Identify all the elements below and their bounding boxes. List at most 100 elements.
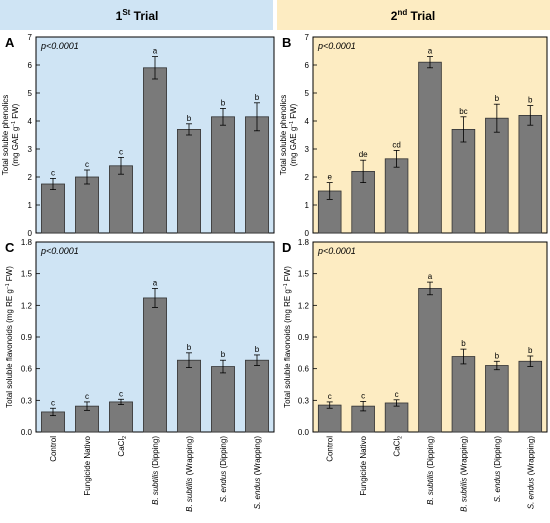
y-tick-label: 1.8 [298,238,310,247]
significance-letter: b [221,98,226,107]
y-tick-label: 2 [305,173,310,182]
y-tick-label: 5 [28,89,33,98]
bar [245,116,269,234]
p-value-label: p<0.0001 [40,41,79,51]
significance-letter: c [51,168,55,177]
category-label: B. subtilis (Wrapping) [459,436,468,512]
y-tick-label: 1.5 [298,270,310,279]
significance-letter: c [85,160,89,169]
bar [245,359,269,433]
y-tick-label: 0.0 [21,428,33,437]
y-tick-label: 5 [305,89,310,98]
bar [75,176,99,234]
significance-letter: c [85,392,89,401]
panel-c: 0.0 0.3 0.6 0.9 1.2 1.5 1.8 C p<0.0001 Total solu… [5,238,275,437]
significance-letter: c [395,390,399,399]
y-tick-label: 1 [28,201,33,210]
bar [418,61,442,234]
bar [143,67,167,234]
category-label: CaCl2 [117,436,128,457]
bar [211,116,235,234]
y-axis-label: Total soluble flavonoids (mg RE g−1 FW) [5,266,14,408]
significance-letter: a [428,47,433,56]
significance-letter: c [119,147,123,156]
category-label: S. endus (Dipping) [219,436,228,503]
panel-d: 0.0 0.3 0.6 0.9 1.2 1.5 1.8 D p<0.0001 Total solu… [282,238,548,437]
y-tick-label: 6 [305,61,310,70]
y-tick-label: 0 [305,229,310,238]
category-label: Control [49,436,58,462]
significance-letter: b [187,114,192,123]
panels-group: 0 1 2 3 4 5 6 7 A p<0.0001 Total soluble phenolics… [1,33,548,437]
bar [41,183,65,234]
bar [384,402,409,433]
significance-letter: cd [392,140,400,149]
y-tick-label: 1 [305,201,310,210]
p-value-label: p<0.0001 [317,41,356,51]
category-label: S. endus (Wrapping) [526,436,535,510]
bar [211,366,235,433]
y-tick-label: 1.2 [21,301,33,310]
category-label: B. subtilis (Dipping) [151,436,160,505]
bar [518,360,543,433]
y-tick-label: 0.3 [21,396,33,405]
y-axis-label: Total soluble flavonoids (mg RE g−1 FW) [283,266,292,408]
p-value-label: p<0.0001 [40,246,79,256]
trial1-header-banner [0,0,273,30]
panel-letter: D [282,240,291,255]
trial1-header: 1St Trial [116,8,159,23]
y-tick-label: 0 [28,229,33,238]
significance-letter: c [361,391,365,400]
y-tick-label: 1.8 [21,238,33,247]
y-tick-label: 1.2 [298,301,310,310]
y-tick-label: 3 [28,145,33,154]
category-label: B. subtilis (Dipping) [426,436,435,505]
significance-letter: b [221,350,226,359]
panel-letter: B [282,35,291,50]
significance-letter: b [495,351,500,360]
significance-letter: c [328,392,332,401]
y-tick-label: 0.6 [298,365,310,374]
significance-letter: a [428,272,433,281]
panel-letter: A [5,35,15,50]
y-axis-label: Total soluble phenolics(mg GAE g−1 FW) [279,95,298,176]
y-tick-label: 0.6 [21,365,33,374]
y-tick-label: 6 [28,61,33,70]
y-tick-label: 0.9 [21,333,33,342]
trial2-header: 2nd Trial [391,8,435,23]
panel-a: 0 1 2 3 4 5 6 7 A p<0.0001 Total soluble phenolics… [1,33,275,238]
bar [418,288,442,433]
y-tick-label: 3 [305,145,310,154]
category-label: Fungicide Nativo [83,435,92,495]
y-tick-label: 0.9 [298,333,310,342]
trial2-header-banner [277,0,550,30]
category-label: CaCl2 [393,436,404,457]
y-tick-label: 7 [305,33,310,42]
y-tick-label: 2 [28,173,33,182]
significance-letter: b [187,343,192,352]
panel-b: 0 1 2 3 4 5 6 7 B p<0.0001 Total soluble phenolics… [279,33,548,238]
bar [451,356,476,433]
category-label: S. endus (Wrapping) [253,436,262,510]
category-label: B. subtilis (Wrapping) [185,436,194,512]
bar [451,128,476,234]
category-label: Fungicide Nativo [359,435,368,495]
significance-letter: c [119,389,123,398]
y-axis-label: Total soluble phenolics(mg GAE g−1 FW) [1,95,20,176]
y-tick-label: 1.5 [21,270,33,279]
significance-letter: b [495,94,500,103]
significance-letter: b [528,96,533,105]
significance-letter: a [153,278,158,287]
bar [177,128,201,234]
y-tick-label: 4 [305,117,310,126]
significance-letter: b [255,345,260,354]
category-labels-group: Control Fungicide Nativo CaCl2 B. subtilis … [49,435,535,511]
bar [485,117,509,234]
bar [485,365,509,433]
significance-letter: e [327,173,332,182]
significance-letter: de [359,150,368,159]
bar [177,359,201,433]
bar [384,158,409,234]
y-tick-label: 0.0 [298,428,310,437]
